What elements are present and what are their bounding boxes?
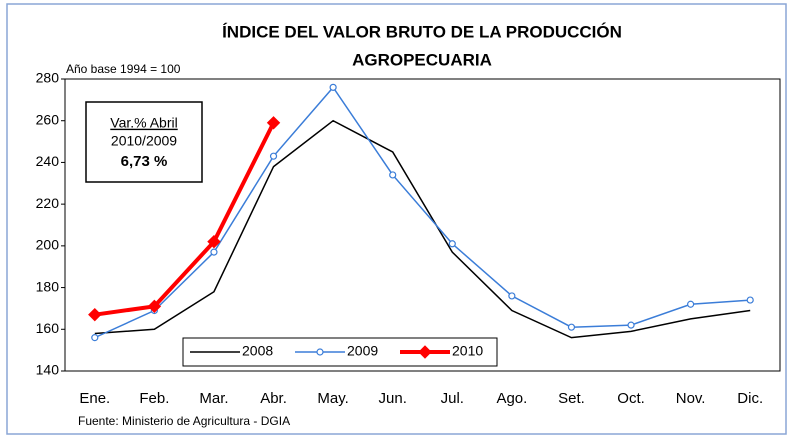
- point: [147, 299, 162, 314]
- x-tick-label: May.: [317, 390, 348, 407]
- point: [508, 292, 516, 300]
- x-tick-label: Mar.: [199, 390, 228, 407]
- x-tick-label: Jul.: [441, 390, 464, 407]
- point: [269, 152, 278, 160]
- x-tick-label: Set.: [558, 390, 585, 407]
- x-tick-label: Jun.: [379, 390, 407, 407]
- annotation: 2010/2009: [111, 133, 177, 149]
- x-tick-label: Dic.: [737, 390, 763, 407]
- y-tick-label: 160: [36, 320, 60, 336]
- y-tick-label: 220: [36, 195, 60, 211]
- y-tick-label: 280: [36, 70, 60, 86]
- point: [266, 116, 281, 130]
- point: [91, 334, 99, 342]
- y-tick-label: 240: [36, 153, 60, 169]
- series-line: [94, 119, 751, 339]
- legend-label: 2008: [242, 343, 273, 359]
- point: [316, 348, 324, 356]
- point: [627, 321, 635, 329]
- point: [207, 234, 221, 249]
- y-tick-label: 200: [36, 237, 60, 253]
- x-tick-label: Nov.: [676, 390, 706, 407]
- x-tick-label: Feb.: [139, 390, 169, 407]
- x-tick-label: Abr.: [260, 390, 287, 407]
- subtitle: Año base 1994 = 100: [66, 62, 181, 76]
- point: [418, 345, 432, 359]
- annotation: Var.% Abril: [110, 115, 177, 131]
- x-tick-label: Ene.: [79, 390, 110, 407]
- annotation: 6,73 %: [121, 153, 168, 170]
- chart-title: AGROPECUARIA: [352, 50, 492, 69]
- annotation-box: [85, 101, 203, 183]
- series-line: [94, 121, 276, 317]
- chart-title: ÍNDICE DEL VALOR BRUTO DE LA PRODUCCIÓN: [222, 22, 622, 41]
- y-tick-label: 260: [36, 111, 60, 127]
- point: [448, 240, 456, 248]
- x-tick-label: Ago.: [496, 390, 527, 407]
- y-tick-label: 140: [36, 362, 60, 378]
- point: [389, 171, 397, 179]
- series-line: [94, 86, 751, 339]
- source: Fuente: Ministerio de Agricultura - DGIA: [78, 414, 290, 428]
- legend-label: 2010: [452, 343, 483, 359]
- x-tick-label: Oct.: [617, 390, 645, 407]
- point: [567, 323, 576, 331]
- point: [210, 248, 218, 256]
- point: [329, 83, 337, 91]
- legend-label: 2009: [347, 343, 378, 359]
- y-tick-label: 180: [36, 278, 60, 294]
- plot-area: [64, 78, 781, 372]
- point: [687, 300, 695, 308]
- point: [88, 307, 102, 322]
- point: [746, 296, 754, 304]
